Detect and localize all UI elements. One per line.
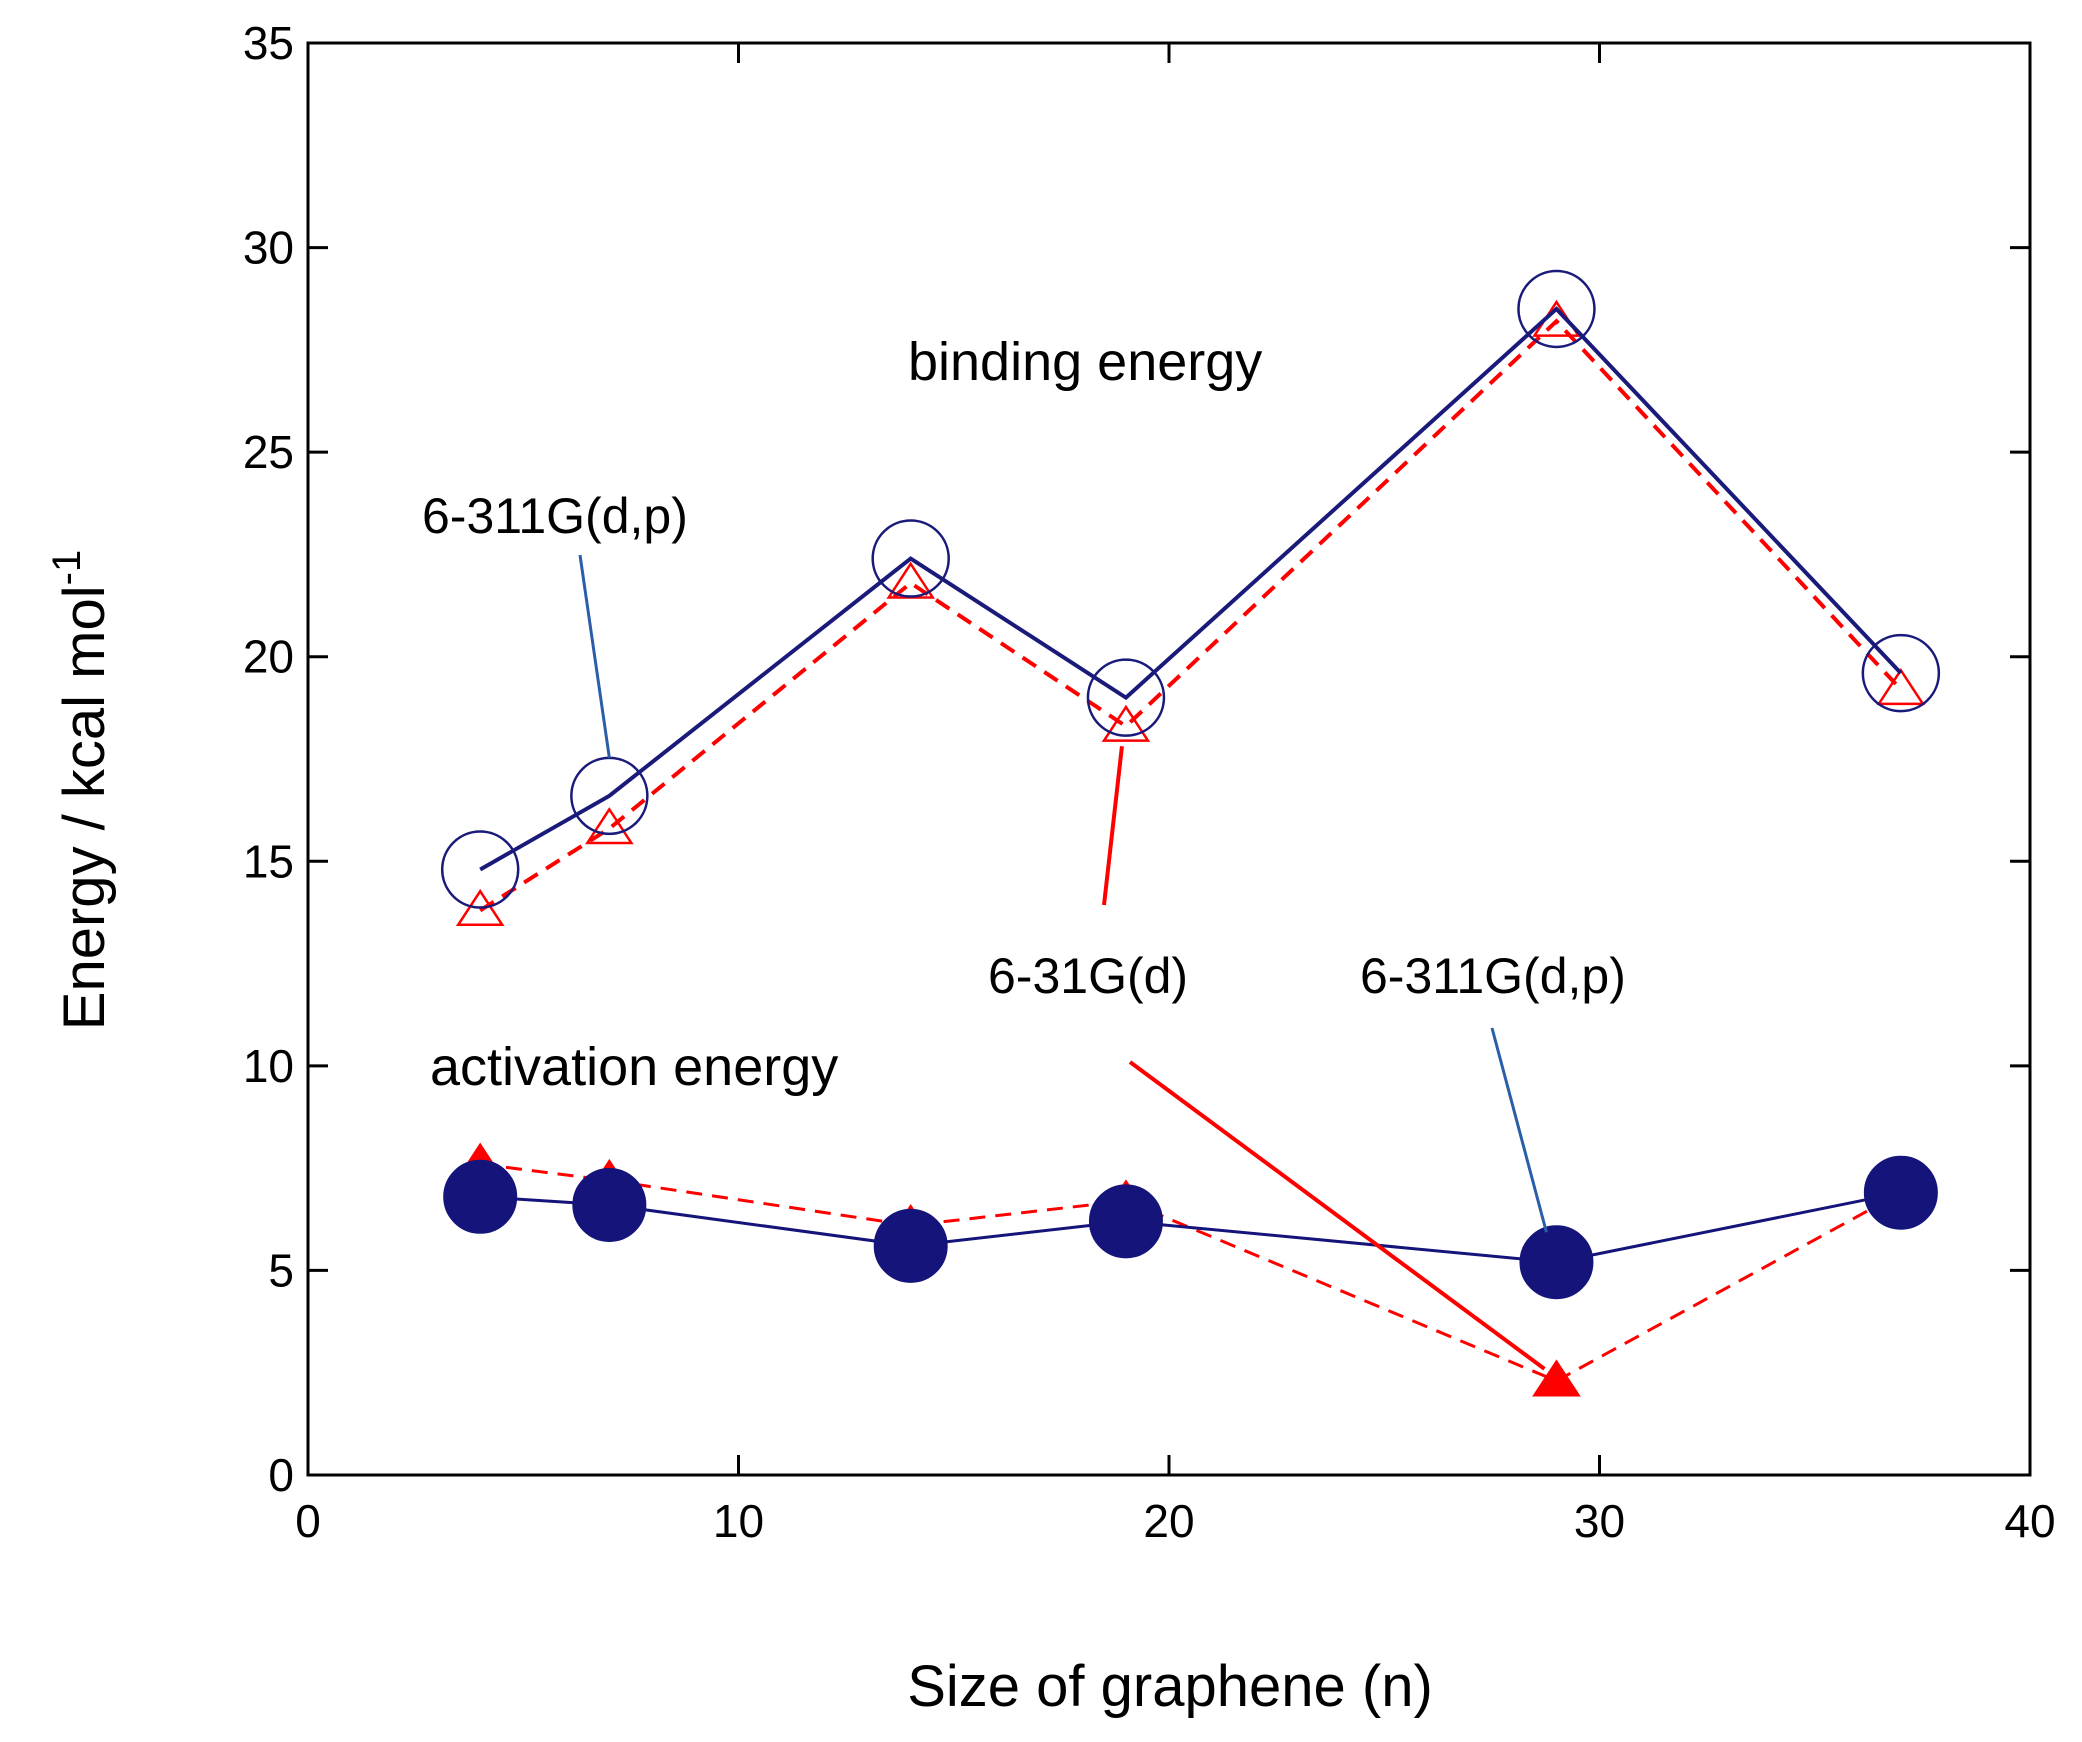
y-tick-label: 0 — [268, 1449, 294, 1501]
y-axis-title-superscript: -1 — [45, 550, 89, 586]
series-binding-energy-open-triangle — [455, 299, 1926, 927]
series-line — [480, 1162, 1902, 1383]
data-point — [440, 830, 520, 909]
leader-line-6-31g-binding — [1102, 746, 1124, 906]
series-line — [480, 1191, 1902, 1264]
data-point — [871, 519, 950, 598]
y-axis-title-group: Energy / kcal mol-1 — [45, 550, 117, 1030]
x-tick-label: 20 — [1143, 1495, 1194, 1547]
axis-tick-labels: 0 10 20 30 40 0 5 10 15 20 25 30 35 — [243, 17, 2056, 1547]
plot-frame — [306, 41, 2032, 1477]
y-tick-label: 15 — [243, 835, 294, 887]
data-point — [455, 888, 505, 927]
leader-line-6-311g-activation — [1490, 1027, 1548, 1233]
x-tick-label: 40 — [2004, 1495, 2055, 1547]
y-tick-label: 20 — [243, 631, 294, 683]
data-point — [1517, 269, 1596, 349]
data-point — [1101, 704, 1151, 742]
axis-ticks — [306, 41, 2032, 1477]
data-point — [1863, 1155, 1938, 1230]
series-line — [479, 318, 1903, 913]
series-binding-energy-open-circle — [440, 269, 1941, 909]
data-point — [1532, 1359, 1581, 1397]
y-tick-label: 35 — [243, 17, 294, 69]
data-point — [1086, 658, 1166, 737]
annotation-leaders — [578, 554, 1548, 1371]
data-point — [1088, 1184, 1163, 1259]
x-tick-label: 10 — [713, 1495, 764, 1547]
y-axis-title-main: Energy / kcal mol — [52, 585, 117, 1030]
binding-energy-label: binding energy — [908, 332, 1262, 392]
y-tick-label: 30 — [243, 222, 294, 274]
basis-label-6-311g-activation: 6-311G(d,p) — [1360, 948, 1626, 1004]
x-tick-label: 30 — [1574, 1495, 1625, 1547]
series-activation-energy-filled-triangle — [455, 1142, 1926, 1397]
basis-label-6-311g-binding: 6-311G(d,p) — [422, 488, 688, 544]
y-tick-label: 25 — [243, 426, 294, 478]
y-axis-title: Energy / kcal mol-1 — [45, 550, 117, 1030]
data-point — [443, 1159, 518, 1234]
data-point — [873, 1208, 948, 1283]
plot-area: 0 10 20 30 40 0 5 10 15 20 25 30 35 — [243, 17, 2056, 1547]
x-tick-label: 0 — [295, 1495, 321, 1547]
leader-line-6-31g-activation — [1128, 1060, 1546, 1371]
series-layer — [440, 269, 1941, 1397]
x-axis-title: Size of graphene (n) — [907, 1654, 1433, 1719]
data-point — [1861, 633, 1941, 713]
data-point — [572, 1167, 647, 1242]
y-tick-label: 10 — [243, 1040, 294, 1092]
y-tick-label: 5 — [268, 1244, 294, 1296]
data-point — [1876, 667, 1926, 706]
basis-label-6-31g: 6-31G(d) — [988, 948, 1188, 1004]
activation-energy-label: activation energy — [430, 1037, 838, 1097]
data-point — [585, 807, 634, 845]
series-activation-energy-filled-circle — [443, 1155, 1938, 1300]
data-point — [1519, 1225, 1594, 1300]
leader-line-6-311g-binding — [578, 554, 611, 759]
series-line — [479, 306, 1903, 872]
